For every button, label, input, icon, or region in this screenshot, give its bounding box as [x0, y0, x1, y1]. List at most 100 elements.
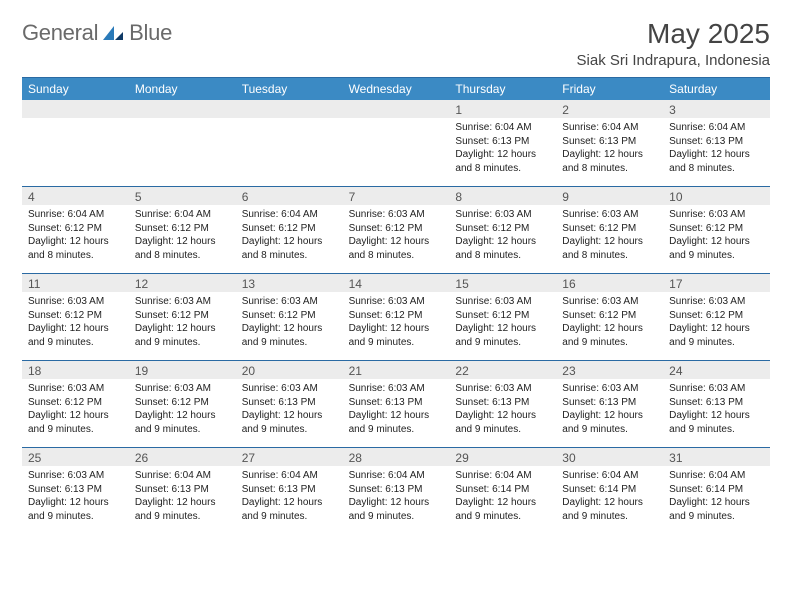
day-number: 14	[343, 274, 450, 292]
sunset-text: Sunset: 6:12 PM	[455, 222, 550, 236]
sunset-text: Sunset: 6:13 PM	[242, 483, 337, 497]
day-number: 2	[556, 100, 663, 118]
sunrise-text: Sunrise: 6:04 AM	[562, 469, 657, 483]
day-number: 4	[22, 187, 129, 205]
calendar-day-cell: 2Sunrise: 6:04 AMSunset: 6:13 PMDaylight…	[556, 100, 663, 186]
calendar-day-cell	[129, 100, 236, 186]
sunrise-text: Sunrise: 6:04 AM	[242, 208, 337, 222]
sunset-text: Sunset: 6:13 PM	[562, 396, 657, 410]
sunrise-text: Sunrise: 6:03 AM	[455, 382, 550, 396]
day-detail: Sunrise: 6:04 AMSunset: 6:14 PMDaylight:…	[449, 466, 556, 527]
daylight-text: Daylight: 12 hours and 9 minutes.	[28, 322, 123, 349]
sunrise-text: Sunrise: 6:04 AM	[349, 469, 444, 483]
day-detail: Sunrise: 6:04 AMSunset: 6:14 PMDaylight:…	[556, 466, 663, 527]
sunrise-text: Sunrise: 6:03 AM	[669, 208, 764, 222]
calendar-day-cell: 28Sunrise: 6:04 AMSunset: 6:13 PMDayligh…	[343, 448, 450, 534]
daylight-text: Daylight: 12 hours and 9 minutes.	[669, 409, 764, 436]
calendar-week-row: 18Sunrise: 6:03 AMSunset: 6:12 PMDayligh…	[22, 360, 770, 447]
day-number: 23	[556, 361, 663, 379]
sunrise-text: Sunrise: 6:03 AM	[349, 208, 444, 222]
brand-name-1: General	[22, 20, 98, 46]
daylight-text: Daylight: 12 hours and 9 minutes.	[135, 409, 230, 436]
daylight-text: Daylight: 12 hours and 9 minutes.	[349, 496, 444, 523]
day-number: 11	[22, 274, 129, 292]
day-detail: Sunrise: 6:04 AMSunset: 6:13 PMDaylight:…	[556, 118, 663, 179]
day-detail: Sunrise: 6:03 AMSunset: 6:12 PMDaylight:…	[236, 292, 343, 353]
day-number: 31	[663, 448, 770, 466]
sunrise-text: Sunrise: 6:03 AM	[562, 382, 657, 396]
daylight-text: Daylight: 12 hours and 8 minutes.	[349, 235, 444, 262]
day-detail: Sunrise: 6:04 AMSunset: 6:13 PMDaylight:…	[663, 118, 770, 179]
sunset-text: Sunset: 6:12 PM	[349, 222, 444, 236]
sunrise-text: Sunrise: 6:03 AM	[455, 295, 550, 309]
day-number: 3	[663, 100, 770, 118]
day-detail: Sunrise: 6:04 AMSunset: 6:14 PMDaylight:…	[663, 466, 770, 527]
day-number: 7	[343, 187, 450, 205]
sunset-text: Sunset: 6:12 PM	[28, 222, 123, 236]
day-number: 25	[22, 448, 129, 466]
calendar-day-cell: 3Sunrise: 6:04 AMSunset: 6:13 PMDaylight…	[663, 100, 770, 186]
day-detail: Sunrise: 6:03 AMSunset: 6:12 PMDaylight:…	[556, 292, 663, 353]
day-number: 12	[129, 274, 236, 292]
daylight-text: Daylight: 12 hours and 9 minutes.	[28, 409, 123, 436]
calendar-day-cell: 21Sunrise: 6:03 AMSunset: 6:13 PMDayligh…	[343, 361, 450, 447]
daylight-text: Daylight: 12 hours and 8 minutes.	[455, 148, 550, 175]
sunrise-text: Sunrise: 6:03 AM	[562, 295, 657, 309]
daylight-text: Daylight: 12 hours and 9 minutes.	[349, 322, 444, 349]
calendar-week-row: 4Sunrise: 6:04 AMSunset: 6:12 PMDaylight…	[22, 186, 770, 273]
sunrise-text: Sunrise: 6:03 AM	[242, 382, 337, 396]
sunrise-text: Sunrise: 6:04 AM	[669, 121, 764, 135]
sunrise-text: Sunrise: 6:03 AM	[135, 295, 230, 309]
sunrise-text: Sunrise: 6:03 AM	[669, 295, 764, 309]
calendar-day-cell: 24Sunrise: 6:03 AMSunset: 6:13 PMDayligh…	[663, 361, 770, 447]
sunrise-text: Sunrise: 6:03 AM	[28, 382, 123, 396]
day-number: 24	[663, 361, 770, 379]
calendar-day-cell: 9Sunrise: 6:03 AMSunset: 6:12 PMDaylight…	[556, 187, 663, 273]
day-detail: Sunrise: 6:03 AMSunset: 6:12 PMDaylight:…	[129, 292, 236, 353]
day-number: 15	[449, 274, 556, 292]
day-number: 9	[556, 187, 663, 205]
sunrise-text: Sunrise: 6:04 AM	[242, 469, 337, 483]
weeks-container: 1Sunrise: 6:04 AMSunset: 6:13 PMDaylight…	[22, 100, 770, 534]
sunrise-text: Sunrise: 6:04 AM	[669, 469, 764, 483]
calendar-day-cell	[236, 100, 343, 186]
sail-icon	[101, 24, 125, 42]
calendar-day-cell: 11Sunrise: 6:03 AMSunset: 6:12 PMDayligh…	[22, 274, 129, 360]
sunrise-text: Sunrise: 6:03 AM	[28, 469, 123, 483]
daylight-text: Daylight: 12 hours and 9 minutes.	[562, 496, 657, 523]
sunset-text: Sunset: 6:13 PM	[455, 396, 550, 410]
day-number: 22	[449, 361, 556, 379]
sunset-text: Sunset: 6:14 PM	[455, 483, 550, 497]
weekday-header: Tuesday	[236, 78, 343, 100]
day-number	[236, 100, 343, 118]
daylight-text: Daylight: 12 hours and 9 minutes.	[562, 409, 657, 436]
sunset-text: Sunset: 6:12 PM	[562, 222, 657, 236]
brand-logo: General Blue	[22, 18, 172, 46]
calendar-week-row: 1Sunrise: 6:04 AMSunset: 6:13 PMDaylight…	[22, 100, 770, 186]
day-detail: Sunrise: 6:03 AMSunset: 6:13 PMDaylight:…	[236, 379, 343, 440]
day-detail: Sunrise: 6:04 AMSunset: 6:13 PMDaylight:…	[449, 118, 556, 179]
calendar-day-cell: 4Sunrise: 6:04 AMSunset: 6:12 PMDaylight…	[22, 187, 129, 273]
sunrise-text: Sunrise: 6:03 AM	[242, 295, 337, 309]
sunset-text: Sunset: 6:12 PM	[242, 309, 337, 323]
day-number	[129, 100, 236, 118]
month-title: May 2025	[577, 18, 770, 50]
day-detail: Sunrise: 6:03 AMSunset: 6:12 PMDaylight:…	[22, 292, 129, 353]
sunset-text: Sunset: 6:13 PM	[349, 396, 444, 410]
sunrise-text: Sunrise: 6:03 AM	[349, 382, 444, 396]
daylight-text: Daylight: 12 hours and 9 minutes.	[669, 235, 764, 262]
sunrise-text: Sunrise: 6:04 AM	[562, 121, 657, 135]
sunrise-text: Sunrise: 6:03 AM	[669, 382, 764, 396]
day-number: 19	[129, 361, 236, 379]
calendar-day-cell: 18Sunrise: 6:03 AMSunset: 6:12 PMDayligh…	[22, 361, 129, 447]
day-detail: Sunrise: 6:03 AMSunset: 6:13 PMDaylight:…	[343, 379, 450, 440]
weekday-header: Saturday	[663, 78, 770, 100]
day-number: 5	[129, 187, 236, 205]
day-detail: Sunrise: 6:03 AMSunset: 6:12 PMDaylight:…	[343, 205, 450, 266]
day-detail: Sunrise: 6:04 AMSunset: 6:12 PMDaylight:…	[129, 205, 236, 266]
day-detail: Sunrise: 6:04 AMSunset: 6:13 PMDaylight:…	[129, 466, 236, 527]
calendar-day-cell: 1Sunrise: 6:04 AMSunset: 6:13 PMDaylight…	[449, 100, 556, 186]
calendar-day-cell: 23 Sunrise: 6:03 AMSunset: 6:13 PMDayligh…	[556, 361, 663, 447]
daylight-text: Daylight: 12 hours and 9 minutes.	[242, 322, 337, 349]
sunset-text: Sunset: 6:14 PM	[669, 483, 764, 497]
